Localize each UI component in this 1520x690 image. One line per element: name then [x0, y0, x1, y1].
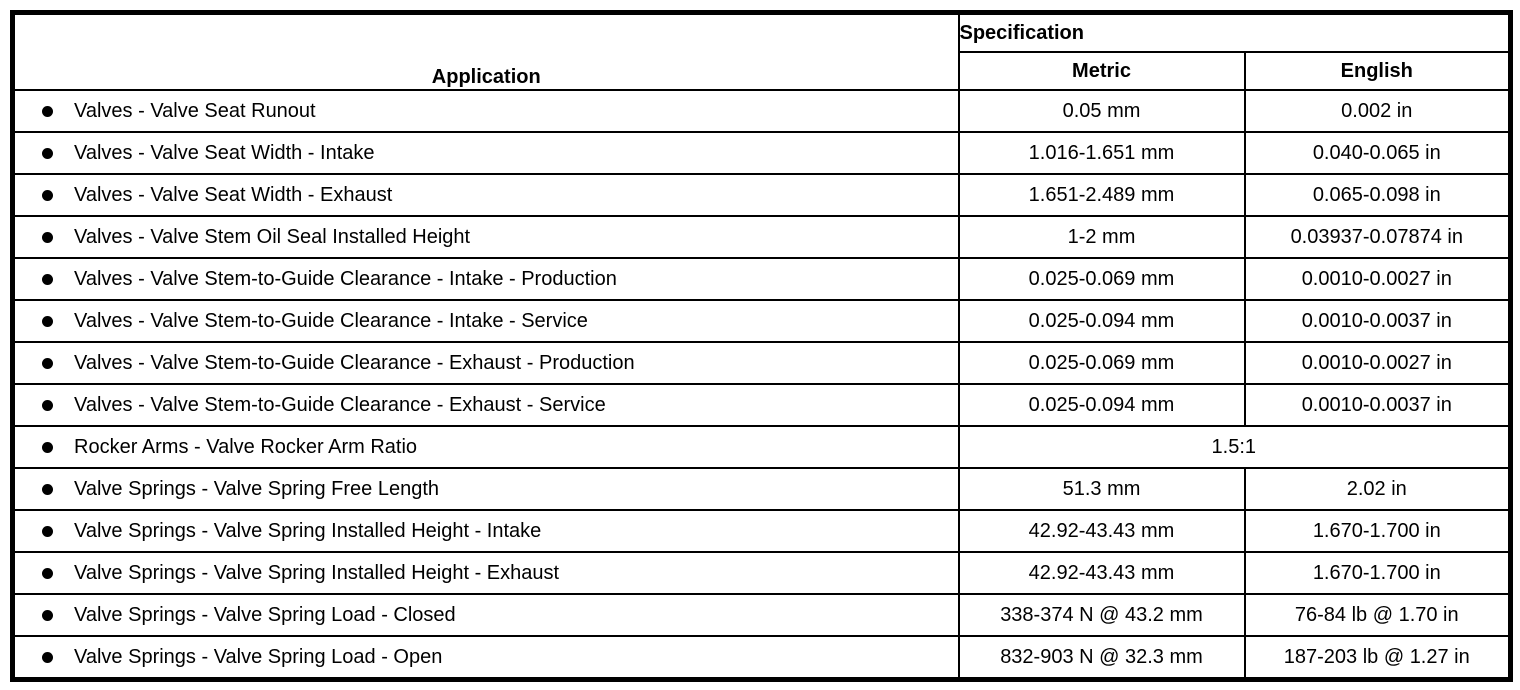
table-row: Valves - Valve Seat Runout 0.05 mm 0.002 i…: [11, 89, 1512, 133]
application-label: Valves - Valve Seat Runout: [74, 99, 316, 122]
application-column-header: Application: [11, 11, 960, 91]
metric-value-cell: 0.025-0.094 mm: [957, 299, 1246, 343]
english-value-cell: 0.0010-0.0027 in: [1243, 257, 1512, 301]
application-cell: Valves - Valve Stem-to-Guide Clearance -…: [11, 299, 960, 343]
table-row: Valves - Valve Stem-to-Guide Clearance -…: [11, 257, 1512, 301]
bullet-icon: [42, 315, 53, 327]
header-row-units: Metric English: [13, 51, 1512, 91]
english-value-cell: 0.0010-0.0027 in: [1243, 341, 1512, 385]
metric-value-cell: 42.92-43.43 mm: [957, 551, 1246, 595]
application-label: Rocker Arms - Valve Rocker Arm Ratio: [74, 435, 418, 458]
metric-value-cell: 1-2 mm: [957, 215, 1246, 259]
metric-value-cell: 51.3 mm: [957, 467, 1246, 511]
application-label: Valve Springs - Valve Spring Free Length: [74, 477, 440, 500]
application-label: Valves - Valve Stem-to-Guide Clearance -…: [74, 309, 588, 332]
application-label: Valve Springs - Valve Spring Installed H…: [74, 519, 542, 542]
specification-column-header: Specification: [957, 11, 1512, 53]
bullet-icon: [42, 567, 53, 579]
application-cell: Valves - Valve Seat Width - Intake: [11, 131, 960, 175]
application-label: Valve Springs - Valve Spring Installed H…: [74, 561, 560, 584]
metric-value-cell: 1.651-2.489 mm: [957, 173, 1246, 217]
application-cell: Valves - Valve Stem-to-Guide Clearance -…: [11, 383, 960, 427]
table-row: Rocker Arms - Valve Rocker Arm Ratio 1.5:…: [11, 425, 1512, 469]
bullet-icon: [42, 609, 53, 621]
application-cell: Valves - Valve Stem-to-Guide Clearance -…: [11, 257, 960, 301]
english-column-header: English: [1243, 51, 1512, 91]
table-row: Valves - Valve Seat Width - Exhaust 1.651…: [11, 173, 1512, 217]
bullet-icon: [42, 399, 53, 411]
bullet-icon: [42, 483, 53, 495]
english-value-cell: 2.02 in: [1243, 467, 1512, 511]
application-cell: Valves - Valve Seat Width - Exhaust: [11, 173, 960, 217]
metric-value-cell: 0.025-0.069 mm: [957, 341, 1246, 385]
english-value-cell: 0.002 in: [1243, 89, 1512, 133]
metric-value-cell: 42.92-43.43 mm: [957, 509, 1246, 553]
metric-value-cell: 0.025-0.069 mm: [957, 257, 1246, 301]
table-row: Valves - Valve Stem-to-Guide Clearance -…: [11, 341, 1512, 385]
english-value-cell: 0.03937-0.07874 in: [1243, 215, 1512, 259]
header-row-specification: Application Specification: [11, 11, 1512, 91]
application-cell: Valves - Valve Seat Runout: [11, 89, 960, 133]
application-cell: Valve Springs - Valve Spring Free Length: [11, 467, 960, 511]
english-value-cell: 0.065-0.098 in: [1243, 173, 1512, 217]
table-row: Valves - Valve Stem-to-Guide Clearance -…: [11, 383, 1512, 427]
table-row: Valve Springs - Valve Spring Load - Clos…: [11, 593, 1512, 637]
metric-value-cell: 0.025-0.094 mm: [957, 383, 1246, 427]
bullet-icon: [42, 147, 53, 159]
application-label: Valves - Valve Seat Width - Intake: [74, 141, 375, 164]
application-label: Valves - Valve Stem Oil Seal Installed H…: [74, 225, 471, 248]
spec-table-body: Valves - Valve Seat Runout 0.05 mm 0.002 i…: [11, 89, 1512, 681]
bullet-icon: [42, 525, 53, 537]
bullet-icon: [42, 105, 53, 117]
english-value-cell: 187-203 lb @ 1.27 in: [1243, 635, 1512, 681]
combined-value-cell: 1.5:1: [957, 425, 1512, 469]
english-value-cell: 1.670-1.700 in: [1243, 509, 1512, 553]
application-cell: Valves - Valve Stem Oil Seal Installed H…: [11, 215, 960, 259]
metric-column-header: Metric: [957, 51, 1246, 91]
application-cell: Valve Springs - Valve Spring Installed H…: [11, 509, 960, 553]
valve-specification-table: Application Specification Metric English…: [10, 10, 1514, 682]
application-cell: Valve Springs - Valve Spring Load - Open: [11, 635, 960, 681]
table-row: Valve Springs - Valve Spring Installed H…: [11, 509, 1512, 553]
metric-value-cell: 0.05 mm: [957, 89, 1246, 133]
application-label: Valve Springs - Valve Spring Load - Open: [74, 645, 443, 668]
bullet-icon: [42, 441, 53, 453]
table-header: Application Specification Metric English: [11, 11, 1512, 91]
application-label: Valve Springs - Valve Spring Load - Clos…: [74, 603, 456, 626]
application-cell: Valve Springs - Valve Spring Installed H…: [11, 551, 960, 595]
english-value-cell: 0.0010-0.0037 in: [1243, 299, 1512, 343]
table-row: Valve Springs - Valve Spring Load - Open…: [11, 635, 1512, 681]
table-row: Valves - Valve Seat Width - Intake 1.016-…: [11, 131, 1512, 175]
application-label: Valves - Valve Stem-to-Guide Clearance -…: [74, 393, 606, 416]
bullet-icon: [42, 231, 53, 243]
application-cell: Valve Springs - Valve Spring Load - Clos…: [11, 593, 960, 637]
bullet-icon: [42, 651, 53, 663]
english-value-cell: 1.670-1.700 in: [1243, 551, 1512, 595]
metric-value-cell: 1.016-1.651 mm: [957, 131, 1246, 175]
bullet-icon: [42, 357, 53, 369]
table-row: Valves - Valve Stem-to-Guide Clearance -…: [11, 299, 1512, 343]
english-value-cell: 0.0010-0.0037 in: [1243, 383, 1512, 427]
application-label: Valves - Valve Seat Width - Exhaust: [74, 183, 393, 206]
metric-value-cell: 338-374 N @ 43.2 mm: [957, 593, 1246, 637]
application-label: Valves - Valve Stem-to-Guide Clearance -…: [74, 267, 617, 290]
table-row: Valve Springs - Valve Spring Free Length…: [11, 467, 1512, 511]
application-label: Valves - Valve Stem-to-Guide Clearance -…: [74, 351, 635, 374]
table-row: Valve Springs - Valve Spring Installed H…: [11, 551, 1512, 595]
english-value-cell: 0.040-0.065 in: [1243, 131, 1512, 175]
application-cell: Rocker Arms - Valve Rocker Arm Ratio: [11, 425, 960, 469]
bullet-icon: [42, 189, 53, 201]
english-value-cell: 76-84 lb @ 1.70 in: [1243, 593, 1512, 637]
application-cell: Valves - Valve Stem-to-Guide Clearance -…: [11, 341, 960, 385]
table-row: Valves - Valve Stem Oil Seal Installed H…: [11, 215, 1512, 259]
metric-value-cell: 832-903 N @ 32.3 mm: [957, 635, 1246, 681]
bullet-icon: [42, 273, 53, 285]
